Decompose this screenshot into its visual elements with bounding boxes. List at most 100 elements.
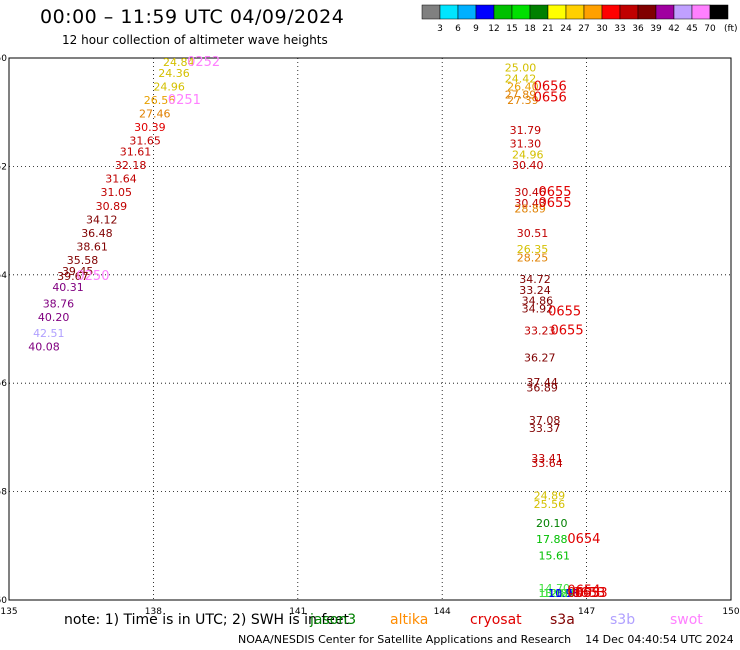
wave-height-label: 10.90	[548, 587, 580, 600]
wave-height-label: 24.96	[153, 81, 185, 94]
wave-height-label: 26.56	[144, 94, 176, 107]
colorbar-label: 15	[506, 24, 517, 34]
legend-entry-swot: swot	[670, 612, 703, 628]
wave-height-label: 39.67	[57, 270, 88, 283]
colorbar-label: 9	[473, 24, 479, 34]
wave-height-label: 30.89	[96, 200, 128, 213]
y-tick-label: -58	[0, 488, 7, 498]
wave-height-label: 26.35	[517, 243, 549, 256]
colorbar-label: 24	[560, 24, 572, 34]
footer-credit: NOAA/NESDIS Center for Satellite Applica…	[238, 633, 734, 646]
chart-title: 00:00 – 11:59 UTC 04/09/2024	[40, 6, 345, 28]
y-tick-label: -60	[0, 596, 7, 606]
colorbar-label: 21	[542, 24, 553, 34]
colorbar-label: 3	[437, 24, 443, 34]
wave-height-label: 12.83	[543, 587, 575, 600]
x-tick-label: 150	[722, 607, 739, 617]
time-annotation: 0252	[187, 55, 220, 70]
wave-height-label: 30.51	[517, 227, 549, 240]
colorbar-label: 70	[704, 24, 716, 34]
wave-height-label: 12.27	[543, 587, 575, 600]
y-tick-label: -52	[0, 162, 7, 172]
wave-height-label: 12.84	[543, 587, 575, 600]
wave-height-label: 33.41	[531, 452, 563, 465]
wave-height-label: 33.37	[529, 422, 561, 435]
wave-height-label: 24.84	[163, 56, 195, 69]
colorbar-label: 27	[578, 24, 589, 34]
colorbar-label: 18	[524, 24, 536, 34]
time-annotation: 0656	[534, 80, 567, 95]
wave-height-label: 40.31	[52, 281, 84, 294]
wave-height-label: 31.61	[120, 146, 152, 159]
colorbar-label: 45	[686, 24, 697, 34]
wave-height-label: 24.36	[158, 67, 190, 80]
wave-height-label: 30.43	[514, 197, 546, 210]
wave-height-label: 20.10	[536, 517, 568, 530]
wave-height-label: 39.45	[62, 265, 94, 278]
x-tick-label: 144	[434, 607, 451, 617]
wave-height-label: 24.96	[512, 148, 544, 161]
wave-height-label: 34.72	[519, 273, 551, 286]
wave-height-label: 12.37	[543, 587, 575, 600]
wave-height-label: 36.89	[526, 381, 558, 394]
x-tick-label: 147	[578, 607, 595, 617]
wave-height-label: 11.78	[548, 587, 580, 600]
colorbar-label: 33	[614, 24, 625, 34]
wave-height-label: 34.92	[522, 303, 554, 316]
wave-height-label: 27.89	[505, 89, 536, 102]
wave-height-label: 27.46	[139, 108, 171, 121]
colorbar-label: 42	[668, 24, 679, 34]
wave-height-label: 31.64	[105, 173, 136, 186]
wave-height-label: 25.00	[505, 62, 536, 75]
time-annotation: 0655	[548, 304, 581, 319]
time-annotation: 0654	[567, 584, 600, 599]
x-tick-label: 135	[0, 607, 17, 617]
wave-height-label: 36.48	[81, 227, 113, 240]
wave-height-label: 30.39	[134, 121, 166, 134]
y-tick-label: -56	[0, 379, 7, 389]
wave-height-label: 38.61	[76, 240, 108, 253]
colorbar-label: 36	[632, 24, 644, 34]
wave-height-label: 33.64	[531, 457, 563, 470]
time-annotation: 0655	[551, 323, 584, 338]
grid-lines	[9, 58, 731, 600]
legend-entry-altika: altika	[390, 612, 429, 628]
legend-entry-s3b: s3b	[610, 612, 636, 628]
wave-height-label: 34.12	[86, 213, 118, 226]
wave-height-label: 33.24	[519, 284, 551, 297]
note-text: note: 1) Time is in UTC; 2) SWH is in fe…	[64, 612, 350, 628]
wave-height-label: 12.85	[543, 587, 575, 600]
time-annotation: 0251	[168, 93, 201, 108]
wave-height-label: 30.46	[514, 186, 546, 199]
legend-entry-s3a: s3a	[550, 612, 575, 628]
wave-height-label: 42.51	[33, 327, 65, 340]
wave-height-label: 33.23	[524, 324, 556, 337]
wave-height-label: 35.58	[67, 254, 99, 267]
wave-height-label: 37.08	[529, 414, 561, 427]
axes	[8, 57, 732, 601]
wave-height-label: 15.61	[538, 549, 570, 562]
wave-height-label: 31.05	[100, 186, 132, 199]
wave-height-label: 17.88	[536, 533, 568, 546]
y-tick-label: -54	[0, 271, 7, 281]
time-annotation: 0250	[76, 269, 109, 284]
time-annotation: 0653	[575, 586, 608, 601]
time-annotation: 0653	[572, 586, 605, 601]
wave-height-label: 40.20	[38, 311, 70, 324]
wave-height-label: 24.89	[534, 490, 566, 503]
wave-height-label: 13.61	[538, 587, 570, 600]
wave-height-label: 37.44	[526, 376, 558, 389]
wave-height-label: 25.56	[534, 498, 566, 511]
legend-entry-jason3: jason3	[310, 612, 357, 628]
wave-height-label: 28.89	[514, 202, 546, 215]
wave-height-label: 34.86	[522, 295, 554, 308]
wave-height-label: 30.40	[512, 159, 544, 172]
wave-height-label: 31.79	[510, 124, 542, 137]
plot-frame	[8, 57, 732, 601]
wave-height-label: 36.27	[524, 352, 556, 365]
chart-subtitle: 12 hour collection of altimeter wave hei…	[62, 33, 328, 47]
time-annotation: 0655	[538, 196, 571, 211]
data-points: 24.8424.3624.9626.5627.4630.3931.6531.61…	[28, 56, 579, 600]
x-tick-label: 141	[289, 607, 306, 617]
